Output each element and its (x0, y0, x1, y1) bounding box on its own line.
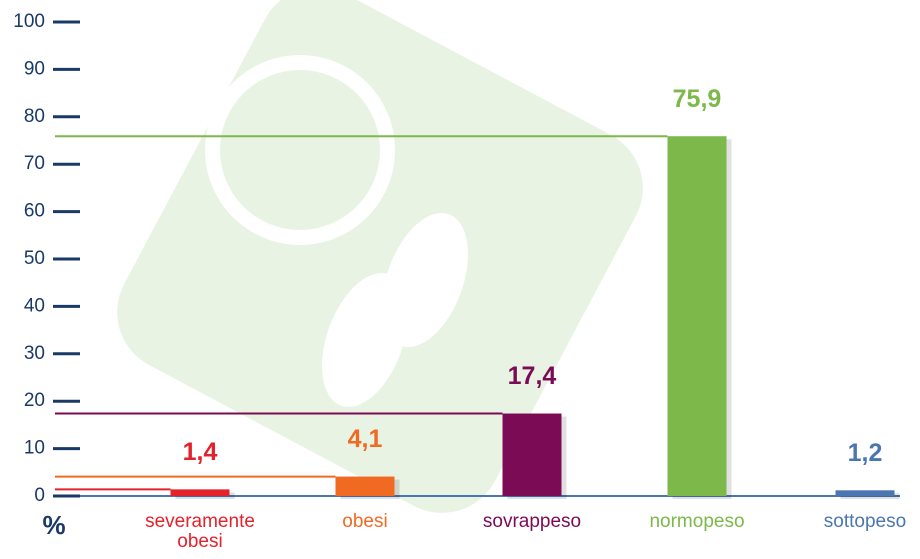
bar (170, 489, 230, 496)
value-label: 1,4 (183, 438, 218, 466)
y-tick-label: 100 (13, 11, 45, 32)
y-tick-label: 10 (24, 438, 45, 459)
x-tick-label: severamente obesi (145, 511, 255, 552)
y-tick-label: 30 (24, 343, 45, 364)
y-tick-label: 0 (34, 485, 45, 506)
y-tick-label: 70 (24, 153, 45, 174)
x-tick-label: normopeso (649, 511, 745, 532)
y-tick-label: 40 (24, 295, 45, 316)
bar (335, 476, 395, 496)
x-tick-label: sovrappeso (482, 511, 582, 532)
bar (835, 490, 895, 496)
value-label: 1,2 (848, 439, 883, 467)
y-tick-label: 50 (24, 248, 45, 269)
y-tick-label: 90 (24, 58, 45, 79)
bar (667, 136, 727, 496)
x-tick-label: obesi (342, 511, 388, 532)
y-tick-label: 60 (24, 201, 45, 222)
y-unit: % (42, 510, 65, 540)
value-label: 4,1 (348, 425, 383, 453)
y-tick-label: 80 (24, 106, 45, 127)
y-tick-label: 20 (24, 390, 45, 411)
bar-shadow (840, 493, 900, 499)
bar (502, 413, 562, 496)
x-tick-label: sottopeso (823, 511, 907, 532)
watermark (117, 0, 643, 513)
value-label: 75,9 (673, 85, 722, 113)
value-label: 17,4 (508, 362, 557, 390)
